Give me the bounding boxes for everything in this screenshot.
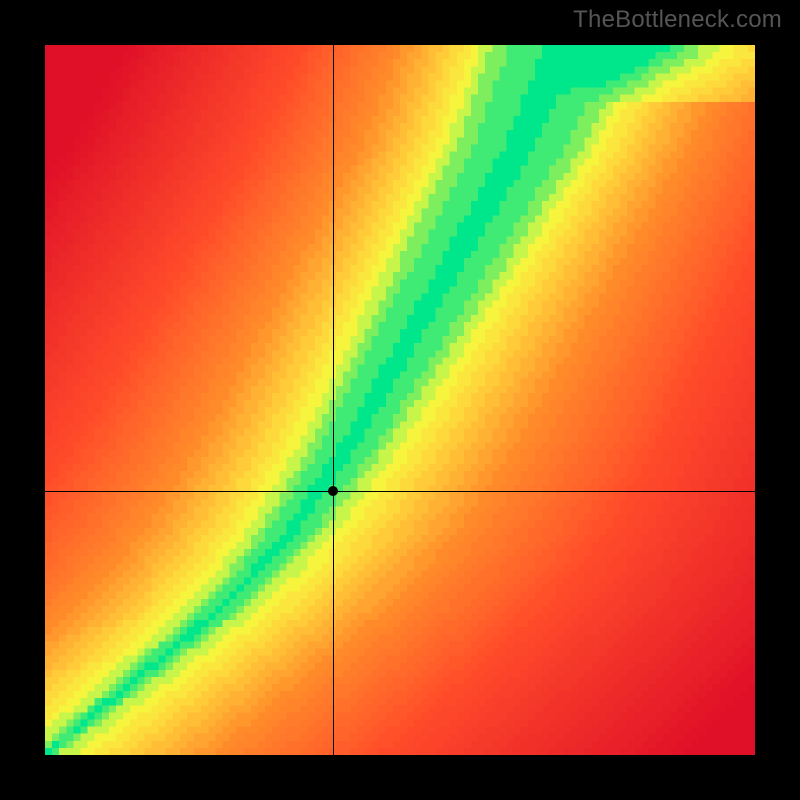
watermark-text: TheBottleneck.com xyxy=(573,6,782,34)
crosshair-marker-dot xyxy=(328,486,338,496)
crosshair-horizontal-line xyxy=(45,491,755,492)
crosshair-vertical-line xyxy=(333,45,334,755)
heatmap-plot-area xyxy=(45,45,755,755)
figure-container: TheBottleneck.com xyxy=(0,0,800,800)
heatmap-canvas xyxy=(45,45,755,755)
